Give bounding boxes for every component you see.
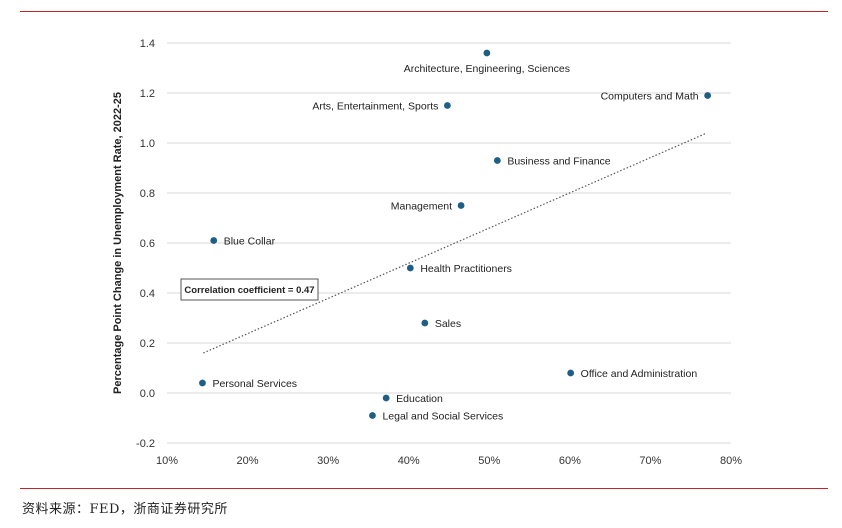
data-point	[443, 102, 451, 109]
point-label: Computers and Math	[601, 91, 699, 103]
x-tick-label: 70%	[639, 455, 661, 467]
point-label: Business and Finance	[507, 156, 610, 168]
data-point	[421, 319, 429, 327]
x-tick-label: 60%	[559, 455, 581, 467]
data-point	[382, 394, 390, 402]
point-label: Arts, Entertainment, Sports	[312, 101, 438, 113]
x-tick-label: 50%	[478, 455, 500, 467]
data-point	[457, 202, 465, 209]
x-tick-label: 30%	[317, 455, 339, 467]
x-tick-label: 80%	[720, 455, 742, 467]
source-note: 资料来源：FED，浙商证券研究所	[22, 502, 228, 517]
scatter-chart: -0.2 0.0 0.2 0.4 0.6 0.8 1.0 1.2 1.4 10% 20% 30% 40%…	[112, 38, 742, 467]
trendline-group	[203, 132, 708, 354]
data-point	[493, 157, 501, 164]
point-label: Personal Services	[212, 378, 297, 390]
point-label: Legal and Social Services	[382, 411, 503, 423]
point-label: Management	[391, 201, 452, 213]
y-tick-label: 0.6	[140, 238, 155, 250]
top-rule	[20, 11, 828, 12]
data-point	[704, 92, 712, 99]
axes: -0.2 0.0 0.2 0.4 0.6 0.8 1.0 1.2 1.4 10% 20% 30% 40%…	[136, 38, 742, 467]
point-label: Architecture, Engineering, Sciences	[404, 63, 570, 75]
y-axis-label: Percentage Point Change in Unemployment …	[112, 92, 124, 394]
data-point	[567, 369, 575, 377]
data-points: Architecture, Engineering, Sciences Compu…	[199, 49, 712, 423]
y-tick-label: 0.0	[140, 388, 155, 400]
y-tick-label: -0.2	[136, 438, 155, 450]
annotation-group: Correlation coefficient = 0.47	[180, 278, 319, 301]
y-tick-label: 1.0	[140, 138, 155, 150]
x-tick-label: 20%	[237, 455, 259, 467]
data-point	[406, 264, 414, 272]
data-point	[369, 412, 376, 419]
annotation-box	[180, 278, 319, 301]
y-tick-label: 0.4	[140, 288, 155, 300]
data-point	[199, 379, 206, 387]
y-tick-label: 0.2	[140, 338, 155, 350]
point-label: Sales	[435, 318, 461, 330]
bottom-rule	[20, 488, 828, 489]
trendline	[203, 132, 708, 354]
point-label: Health Practitioners	[420, 263, 512, 275]
y-tick-label: 0.8	[140, 188, 155, 200]
point-label: Blue Collar	[224, 236, 276, 248]
point-label: Education	[396, 393, 443, 405]
y-tick-label: 1.2	[140, 88, 155, 100]
point-label: Office and Administration	[581, 368, 698, 380]
correlation-annotation: Correlation coefficient = 0.47	[184, 285, 314, 296]
data-point	[483, 49, 491, 57]
y-tick-label: 1.4	[140, 38, 155, 50]
x-tick-label: 40%	[398, 455, 420, 467]
data-point	[210, 237, 218, 244]
x-tick-label: 10%	[156, 455, 178, 467]
